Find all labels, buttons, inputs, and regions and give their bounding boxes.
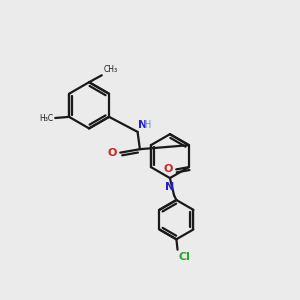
Text: H₃C: H₃C xyxy=(40,113,54,122)
Text: O: O xyxy=(107,148,117,158)
Text: O: O xyxy=(164,164,173,174)
Text: Cl: Cl xyxy=(179,251,190,262)
Text: N: N xyxy=(165,182,175,192)
Text: N: N xyxy=(138,121,147,130)
Text: H: H xyxy=(144,120,152,130)
Text: CH₃: CH₃ xyxy=(103,65,117,74)
